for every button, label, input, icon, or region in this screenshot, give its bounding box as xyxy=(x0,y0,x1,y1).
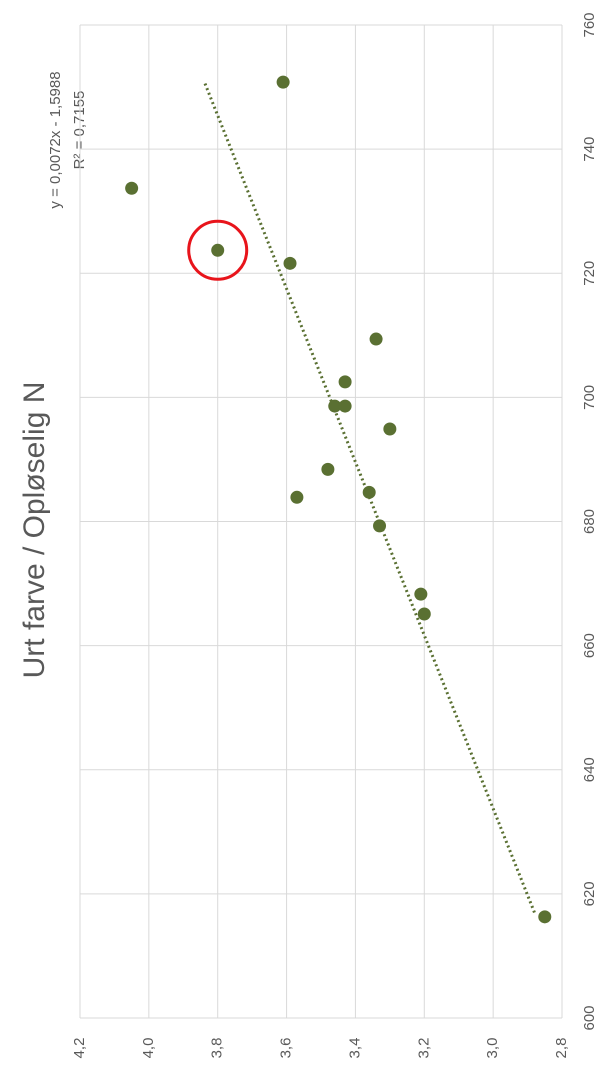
x-tick-label: 700 xyxy=(581,385,598,410)
y-tick-label: 4,2 xyxy=(71,1038,88,1059)
data-point xyxy=(276,75,290,89)
y-tick-label: 3,0 xyxy=(484,1038,501,1059)
data-point xyxy=(125,181,139,195)
y-tick-label: 4,0 xyxy=(140,1038,157,1059)
y-tick-label: 3,6 xyxy=(278,1038,295,1059)
x-tick-label: 620 xyxy=(581,881,598,906)
data-point xyxy=(383,422,397,436)
data-point xyxy=(338,375,352,389)
x-tick-label: 600 xyxy=(581,1005,598,1030)
y-tick-label: 3,2 xyxy=(415,1038,432,1059)
x-tick-label: 760 xyxy=(581,12,598,37)
x-tick-label: 680 xyxy=(581,509,598,534)
x-tick-label: 720 xyxy=(581,261,598,286)
data-point xyxy=(373,519,387,533)
x-tick-label: 740 xyxy=(581,137,598,162)
y-tick-label: 2,8 xyxy=(553,1038,570,1059)
highlight-circle xyxy=(187,219,249,281)
data-point xyxy=(338,399,352,413)
x-tick-label: 640 xyxy=(581,757,598,782)
x-tick-label: 660 xyxy=(581,633,598,658)
y-tick-label: 3,8 xyxy=(209,1038,226,1059)
data-point xyxy=(290,490,304,504)
data-point xyxy=(283,256,297,270)
data-point xyxy=(414,587,428,601)
trend-r-squared: R² = 0,7155 xyxy=(71,91,88,170)
trendline xyxy=(202,80,536,914)
trend-equation: y = 0,0072x - 1,5988 xyxy=(47,71,64,208)
data-point xyxy=(538,910,552,924)
chart-title: Urt farve / Opløselig N xyxy=(18,382,51,679)
y-tick-label: 3,4 xyxy=(346,1038,363,1059)
data-point xyxy=(369,332,383,346)
data-point xyxy=(211,243,225,257)
data-point xyxy=(328,399,342,413)
data-point xyxy=(362,485,376,499)
data-point xyxy=(417,607,431,621)
data-point xyxy=(321,462,335,476)
